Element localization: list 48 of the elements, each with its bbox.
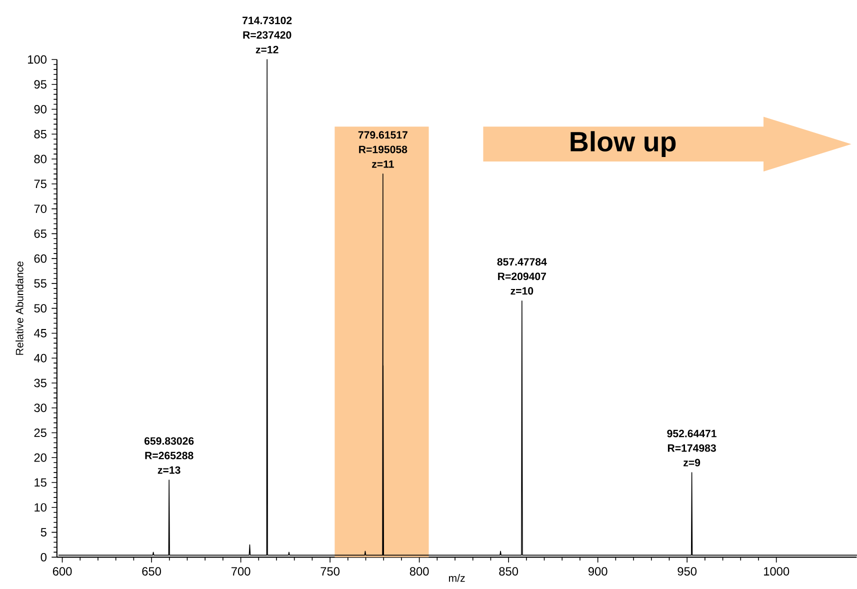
text: R=237420 [243,31,292,39]
y-tick-label: 30 [34,404,47,412]
y-tick-label: 75 [34,180,46,188]
y-tick-label: 95 [34,80,46,89]
annotation: 952.64471 [667,430,716,438]
y-tick-label: 65 [34,230,46,238]
x-tick-label: 800 [410,567,429,576]
y-tick-label: 90 [34,105,47,114]
annotation: z=10 [510,287,534,295]
y-tick-label: 60 [34,254,47,263]
annotation: R=174983 [668,444,716,452]
y-tick-label: 35 [34,378,46,388]
annotation: R=195058 [359,146,408,154]
annotation: 659.83026 [144,437,194,445]
y-tick-label: 100 [28,55,47,64]
annotation: 857.47784 [497,258,547,266]
annotation: Blow up [570,131,676,158]
x-tick-label: 850 [499,567,518,576]
x-tick-label: 950 [678,567,697,576]
annotation: z=9 [684,458,700,466]
x-tick-label: 600 [52,567,72,576]
y-tick-label: 25 [34,428,46,438]
x-tick-label: 1000 [764,567,790,576]
y-tick-label: 50 [34,304,47,313]
x-tick-label: 700 [231,567,250,576]
annotation: z=13 [158,466,180,474]
annotation: R=265288 [145,452,194,460]
text: 714.73102 [242,16,292,24]
annotation: z=12 [256,46,278,54]
y-axis-title: Relative Abundance [16,262,24,355]
y-tick-label: 40 [34,354,47,362]
x-tick-label: 750 [320,567,340,576]
y-tick-label: 55 [34,279,46,288]
annotation: R=209407 [498,272,546,280]
y-tick-label: 20 [34,453,47,462]
y-tick-label: 0 [40,553,47,562]
y-tick-label: 70 [34,204,47,214]
y-tick-label: 5 [40,528,46,536]
y-tick-label: 85 [34,130,46,138]
y-tick-label: 10 [34,503,47,512]
x-axis-title: m/z [448,574,465,582]
annotation: 779.61517 [358,131,408,139]
annotation: z=11 [372,160,394,168]
y-tick-label: 80 [34,154,47,164]
x-tick-label: 650 [142,567,161,576]
y-tick-label: 45 [34,329,46,338]
x-tick-label: 900 [588,567,608,576]
y-tick-label: 15 [34,478,46,487]
